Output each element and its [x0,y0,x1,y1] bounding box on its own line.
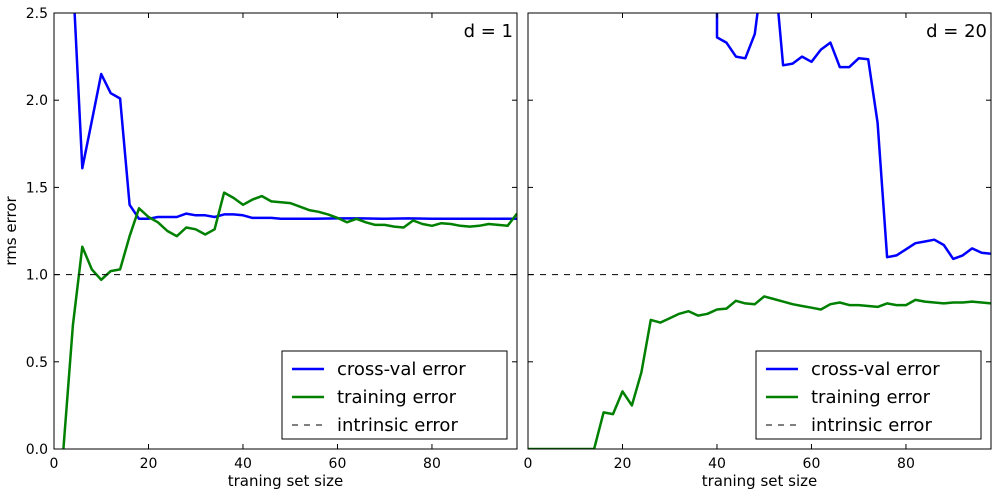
series-line-training-error [528,295,991,449]
y-tick-label: 2.0 [26,93,48,109]
axes-frame [53,12,518,450]
x-tick-label: 60 [803,456,821,472]
legend-label: intrinsic error [337,415,458,436]
x-tick-label: 80 [423,456,441,472]
x-tick-label: 60 [329,456,347,472]
panel-title: d = 20 [926,21,987,42]
x-tick-label: 0 [524,456,533,472]
legend: cross-val error training error intrinsic e… [755,350,982,440]
panel-d20: 0 20 40 60 80 traning set size d = 20 cross-val… [524,12,992,490]
panel-title: d = 1 [464,21,513,42]
y-tick-label: 2.5 [26,6,48,22]
x-tick-label: 80 [897,456,915,472]
axes-frame [527,12,992,450]
legend-label: intrinsic error [811,415,932,436]
x-tick-label: 40 [234,456,252,472]
series-line-cross-val-error [73,13,517,221]
y-tick-label: 0.5 [26,355,48,371]
x-axis-label: traning set size [702,472,818,490]
series-line-cross-val-error [715,13,991,261]
y-tick-label: 1.5 [26,180,48,196]
y-tick-label: 1.0 [26,268,48,284]
plot-area [54,13,517,449]
x-tick-label: 20 [140,456,158,472]
legend: cross-val error training error intrinsic e… [281,350,508,440]
legend-label: cross-val error [337,359,466,380]
plot-area [528,13,991,449]
series-line-training-error [62,191,517,449]
legend-label: training error [337,387,457,408]
x-tick-label: 40 [708,456,726,472]
panel-d1: 0 20 40 60 80 0.0 0.5 1.0 1.5 2.0 2.5 traning set s… [26,6,518,490]
legend-box [281,350,508,440]
x-tick-label: 20 [614,456,632,472]
y-tick-label: 0.0 [26,442,48,458]
legend-label: cross-val error [811,359,940,380]
legend-label: training error [811,387,931,408]
x-axis-label: traning set size [228,472,344,490]
y-axis-label: rms error [2,195,20,265]
x-tick-label: 0 [50,456,59,472]
legend-box [755,350,982,440]
